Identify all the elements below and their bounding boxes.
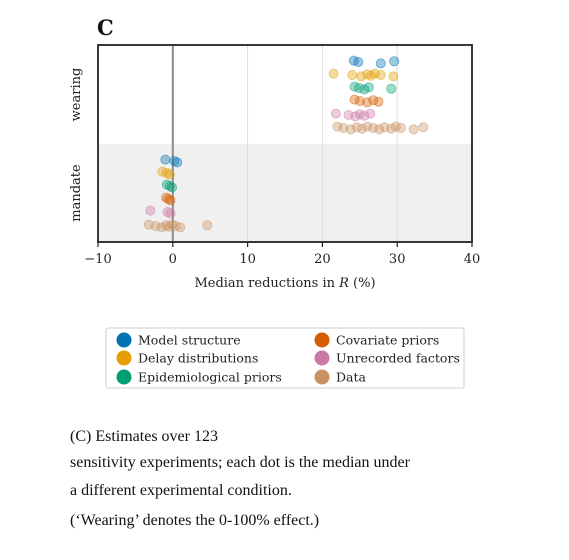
data-point <box>354 96 365 107</box>
panel-letter: C <box>97 15 114 40</box>
data-point <box>347 70 358 81</box>
data-point <box>388 71 399 82</box>
data-point <box>386 83 397 94</box>
data-point <box>408 124 419 135</box>
caption-line-3: a different experimental condition. <box>70 482 292 499</box>
caption-line-1: (C) Estimates over 123 <box>70 428 218 445</box>
row-label-wearing: wearing <box>69 68 84 122</box>
x-tick-label: 30 <box>389 252 406 267</box>
data-point <box>172 157 183 168</box>
legend-marker <box>314 369 330 385</box>
row-label-mandate: mandate <box>69 164 84 222</box>
data-point <box>202 220 213 231</box>
legend-label: Delay distributions <box>138 351 258 366</box>
legend-label: Data <box>336 370 366 385</box>
data-point <box>357 123 368 134</box>
data-point <box>160 154 171 165</box>
data-point <box>368 123 379 134</box>
data-point <box>362 97 373 108</box>
x-tick-label: 0 <box>169 252 177 267</box>
data-point <box>395 123 406 134</box>
x-tick-label: 40 <box>464 252 481 267</box>
legend-marker <box>116 369 132 385</box>
legend-box <box>105 327 465 389</box>
legend-marker <box>314 332 330 348</box>
data-point <box>332 121 343 132</box>
caption-line-2: sensitivity experiments; each dot is the… <box>70 454 410 471</box>
data-point <box>167 182 178 193</box>
x-axis-label: Median reductions in R (%) <box>194 276 375 291</box>
caption-line-4: (‘Wearing’ denotes the 0-100% effect.) <box>70 512 320 529</box>
gridlines <box>247 45 398 242</box>
data-point <box>330 108 341 119</box>
data-points <box>143 55 429 233</box>
x-tick-label: 10 <box>239 252 256 267</box>
legend-label: Model structure <box>138 333 241 348</box>
data-point <box>374 124 385 135</box>
data-point <box>375 70 386 81</box>
data-point <box>353 57 364 68</box>
figure-canvas: C −10 0 10 20 30 40 wearing mandate Median red… <box>69 15 480 389</box>
data-point <box>359 110 370 121</box>
legend-label: Unrecorded factors <box>336 351 460 366</box>
legend-marker <box>116 332 132 348</box>
data-point <box>150 220 161 231</box>
data-point <box>365 108 376 119</box>
data-point <box>362 121 373 132</box>
plot-frame <box>97 44 473 243</box>
data-point <box>338 123 349 134</box>
data-point <box>369 68 380 79</box>
data-point <box>164 169 175 180</box>
data-point <box>356 71 367 82</box>
data-point <box>328 68 339 79</box>
data-point <box>165 195 176 206</box>
data-point <box>145 205 156 216</box>
x-tick-label: −10 <box>84 252 111 267</box>
data-point <box>165 208 176 219</box>
data-point <box>375 58 386 69</box>
data-point <box>363 82 374 93</box>
legend: Model structure Delay distributions Epidem… <box>116 332 460 385</box>
x-ticks: −10 0 10 20 30 40 <box>84 242 480 267</box>
data-point <box>175 222 186 233</box>
legend-marker <box>116 350 132 366</box>
legend-label: Covariate priors <box>336 333 439 348</box>
data-point <box>373 96 384 107</box>
data-point <box>418 122 429 133</box>
legend-label: Epidemiological priors <box>138 370 282 385</box>
legend-marker <box>314 350 330 366</box>
data-point <box>345 124 356 135</box>
data-point <box>389 56 400 67</box>
x-tick-label: 20 <box>314 252 331 267</box>
row-labels: wearing mandate <box>69 68 84 222</box>
